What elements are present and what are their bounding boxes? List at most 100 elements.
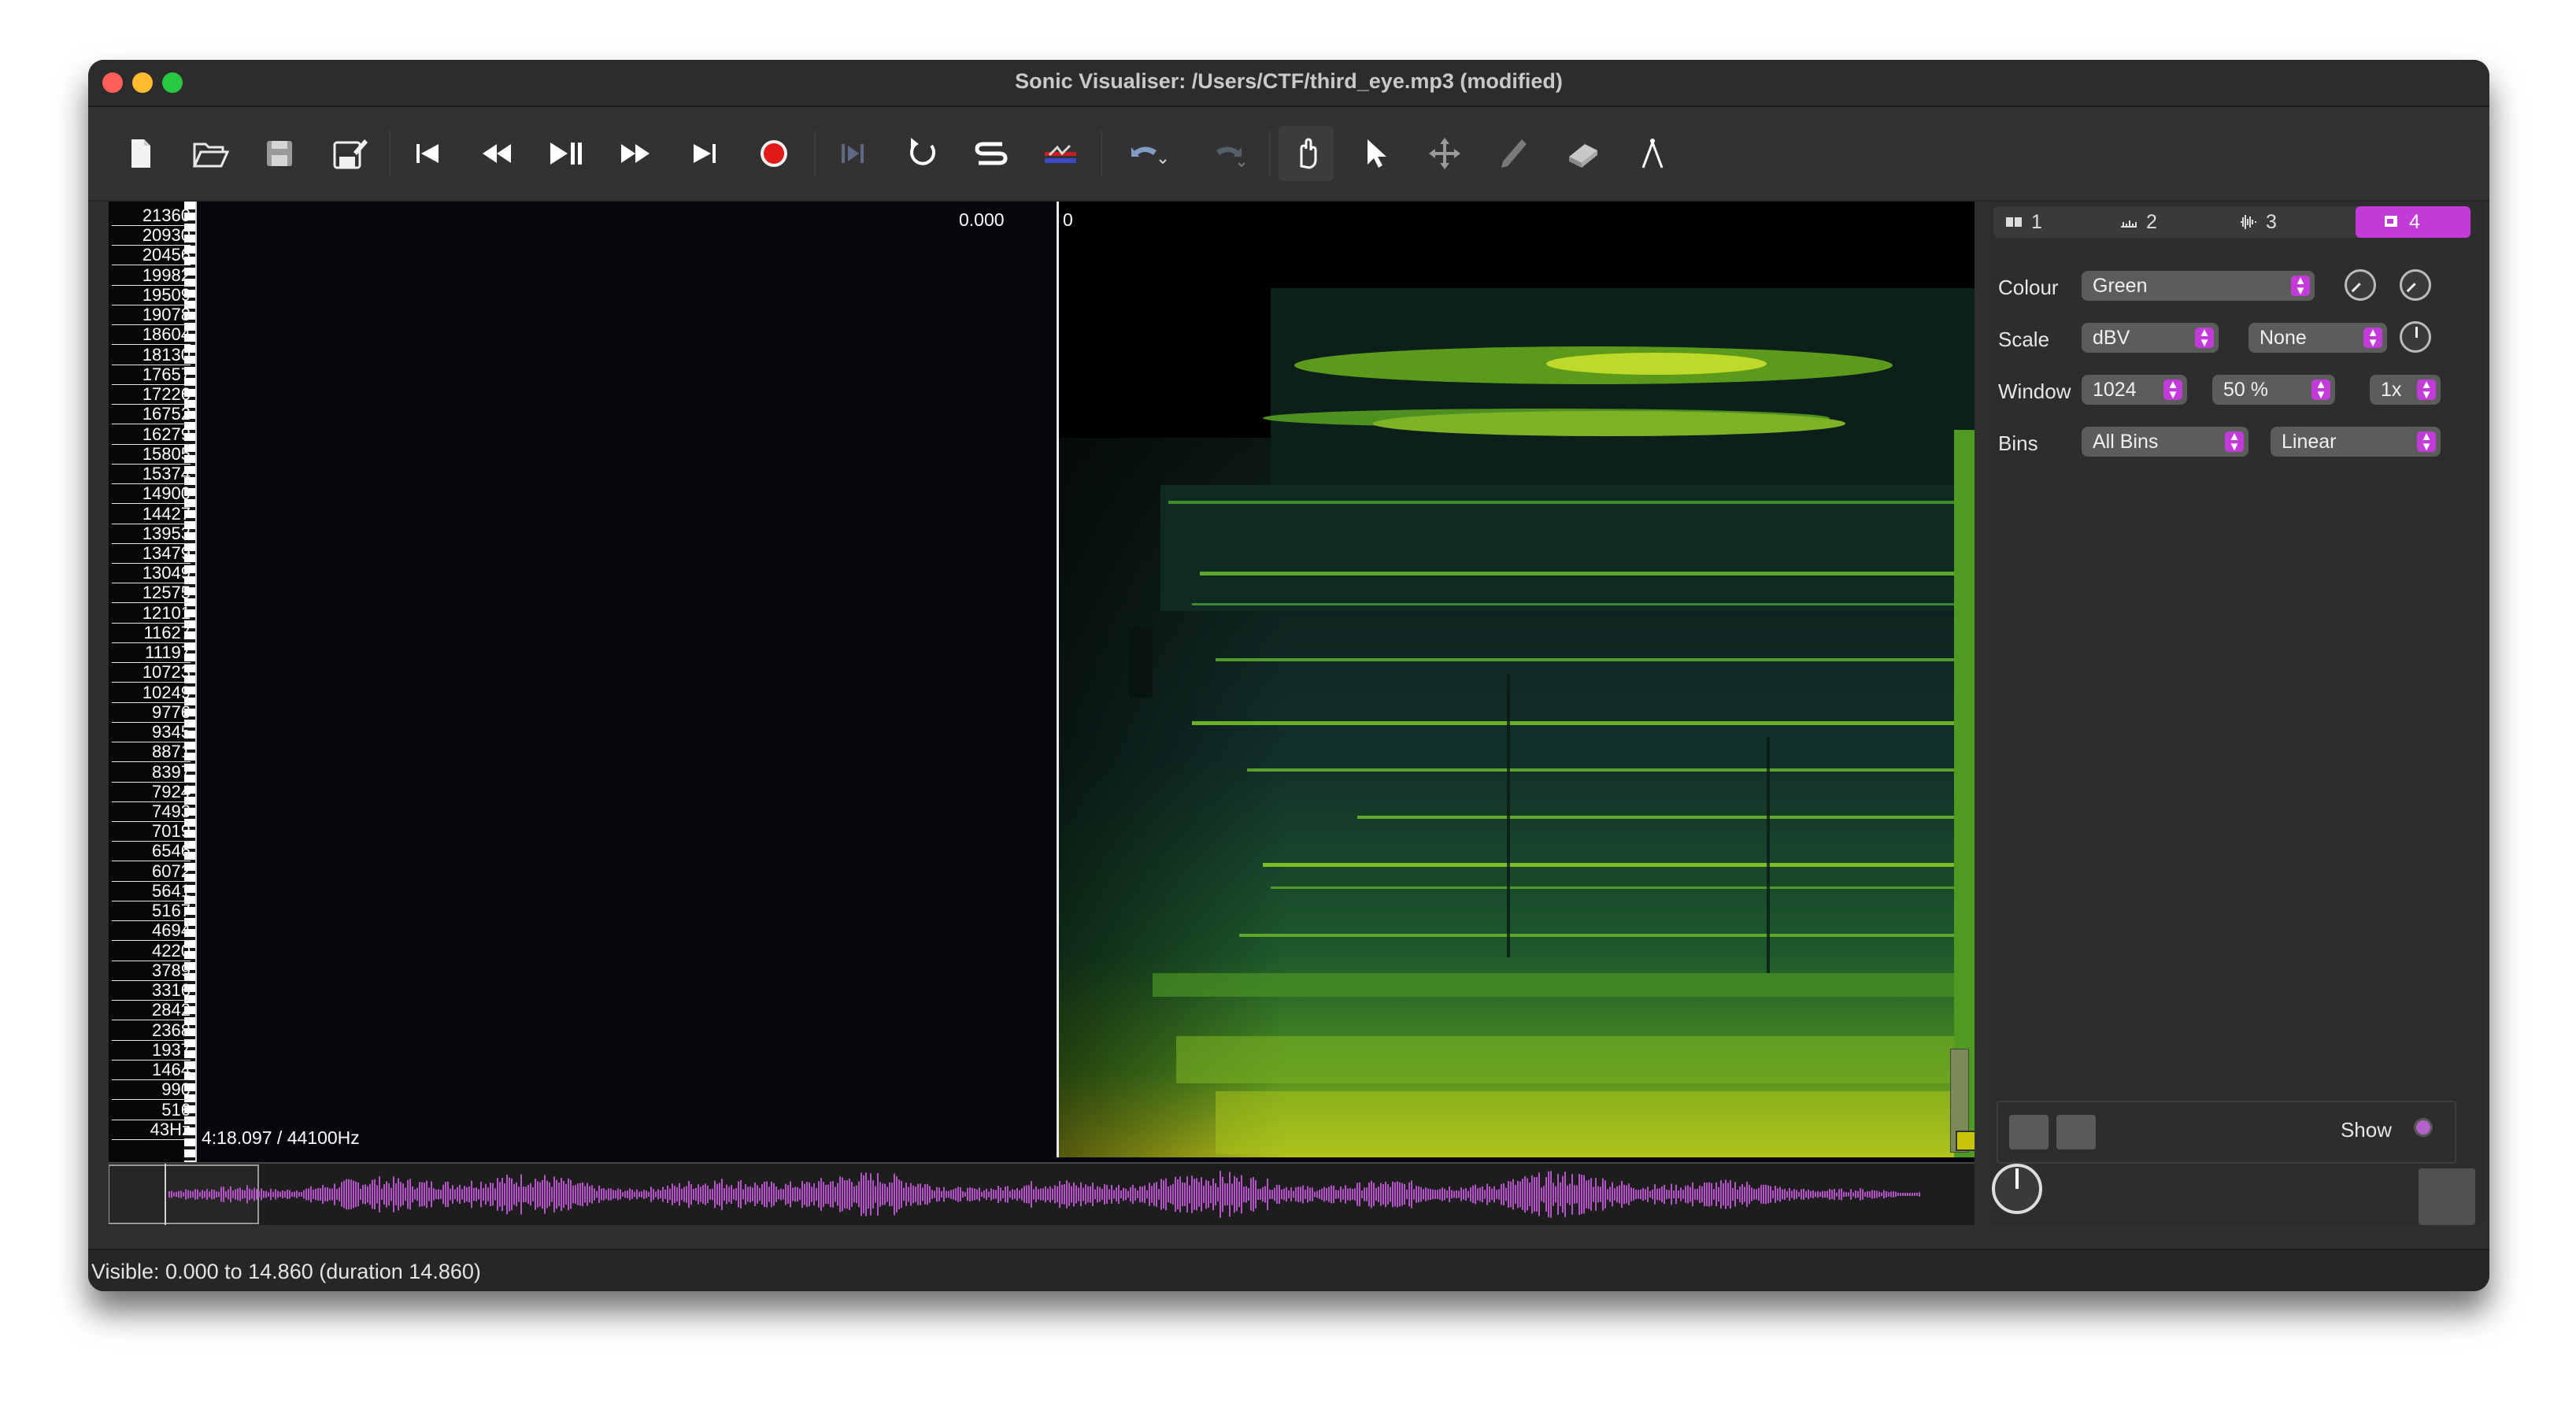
playhead-line[interactable] [1057, 202, 1059, 1157]
skip-to-start-button[interactable] [400, 126, 455, 181]
chevron-updown-icon: ▲ ▼ [2417, 379, 2436, 401]
new-file-icon [131, 139, 150, 168]
maximize-window-button[interactable] [162, 72, 183, 93]
play-selection-button[interactable] [825, 126, 880, 181]
chevron-updown-icon: ▲ ▼ [2291, 275, 2310, 297]
chevron-updown-icon: ▲ ▼ [2417, 431, 2436, 453]
chevron-updown-icon: ▲ ▼ [2363, 327, 2382, 349]
normalization-select[interactable]: None ▲ ▼ [2248, 323, 2387, 353]
close-window-button[interactable] [102, 72, 123, 93]
play-selection-icon [842, 144, 864, 163]
select-tool-button[interactable] [1348, 126, 1403, 181]
undo-button[interactable] [1112, 126, 1183, 181]
loop-button[interactable] [894, 126, 949, 181]
save-icon [267, 141, 292, 166]
master-gain-knob[interactable] [1990, 1162, 2044, 1216]
toolbar-separator [814, 131, 816, 176]
layer-colour-swatch[interactable] [1956, 1131, 1976, 1151]
layer-settings-button[interactable] [2056, 1115, 2096, 1149]
move-icon [1429, 138, 1460, 169]
playhead-time-label: 0.000 [959, 209, 1005, 230]
frequency-tick-label: 18604 [112, 325, 191, 346]
layer-property-panel: 1 2 3 4 Colour Green ▲ ▼ Scale dBV ▲ ▼ [1989, 202, 2485, 1225]
app-window: Sonic Visualiser: /Users/CTF/third_eye.m… [88, 60, 2489, 1291]
frequency-tick-label: 15805 [112, 444, 191, 465]
frequency-tick-label: 6546 [112, 842, 191, 862]
duration-samplerate-label: 4:18.097 / 44100Hz [202, 1127, 360, 1148]
tab-layer-3[interactable]: 3 [2239, 206, 2341, 238]
vertical-zoom-slider[interactable] [1950, 1049, 1969, 1153]
status-bar: Visible: 0.000 to 14.860 (duration 14.86… [88, 1249, 2489, 1291]
chevron-updown-icon: ▲ ▼ [2195, 327, 2214, 349]
show-layer-toggle[interactable] [2414, 1118, 2433, 1137]
record-button[interactable] [746, 126, 801, 181]
frequency-tick-label: 14900 [112, 484, 191, 505]
pane-options-button[interactable] [2419, 1168, 2475, 1225]
frequency-tick-label: 19982 [112, 265, 191, 286]
tab-layer-2[interactable]: 2 [2119, 206, 2222, 238]
open-folder-icon [192, 143, 230, 168]
frequency-tick-label: 18130 [112, 345, 191, 365]
draw-tool-button[interactable] [1486, 126, 1542, 181]
tab-layer-4[interactable]: 4 [2356, 206, 2471, 238]
new-file-button[interactable] [113, 126, 168, 181]
frequency-tick-label: 13953 [112, 524, 191, 544]
spectrogram-icon [2385, 216, 2397, 227]
spectrogram-pane[interactable]: 21360 20930 20456 19982 19509 19078 18604 18130… [109, 202, 1976, 1225]
spectrogram-view[interactable] [1058, 202, 1975, 1157]
knob-icon [1992, 1164, 2042, 1214]
move-tool-button[interactable] [1417, 126, 1472, 181]
piano-keyboard [184, 202, 195, 1223]
colour-select[interactable]: Green ▲ ▼ [2082, 271, 2315, 301]
gain-knob[interactable] [2400, 321, 2431, 353]
frequency-tick-label: 16752 [112, 405, 191, 425]
play-pause-button[interactable] [539, 126, 594, 181]
toolbar-separator [389, 131, 390, 176]
frequency-tick-label: 1937 [112, 1040, 191, 1061]
layer-play-parameters-button[interactable] [2009, 1115, 2049, 1149]
open-file-button[interactable] [183, 126, 238, 181]
frequency-tick-label: 12101 [112, 603, 191, 624]
overview-waveform-image [109, 1164, 1975, 1225]
bins-select[interactable]: All Bins ▲ ▼ [2082, 427, 2248, 457]
skip-to-end-button[interactable] [677, 126, 732, 181]
scale-select[interactable]: dBV ▲ ▼ [2082, 323, 2219, 353]
frequency-tick-label: 15374 [112, 465, 191, 485]
follow-playback-button[interactable] [1033, 126, 1088, 181]
status-text: Visible: 0.000 to 14.860 (duration 14.86… [91, 1260, 481, 1283]
colour-rotation-knob[interactable] [2337, 262, 2383, 308]
frequency-scale-select[interactable]: Linear ▲ ▼ [2271, 427, 2441, 457]
toolbar-separator [1269, 131, 1271, 176]
minimize-window-button[interactable] [132, 72, 153, 93]
save-as-icon [333, 139, 368, 169]
tab-layer-1[interactable]: 1 [2004, 206, 2099, 238]
oversampling-select[interactable]: 1x ▲ ▼ [2370, 375, 2441, 405]
rewind-button[interactable] [469, 126, 524, 181]
measure-tool-button[interactable] [1625, 126, 1680, 181]
fast-forward-button[interactable] [608, 126, 663, 181]
redo-button[interactable] [1190, 126, 1261, 181]
navigate-tool-button[interactable] [1279, 126, 1334, 181]
scale-label: Scale [1998, 328, 2050, 351]
save-file-button[interactable] [252, 126, 307, 181]
frequency-tick-label: 19509 [112, 285, 191, 305]
frequency-tick-label: 3789 [112, 961, 191, 981]
frequency-tick-label: 2842 [112, 1001, 191, 1021]
compass-icon [1641, 139, 1664, 168]
save-as-button[interactable] [321, 126, 376, 181]
frequency-tick-label: 10723 [112, 663, 191, 683]
window-overlap-select[interactable]: 50 % ▲ ▼ [2212, 375, 2335, 405]
overview-waveform[interactable] [109, 1162, 1975, 1225]
title-bar: Sonic Visualiser: /Users/CTF/third_eye.m… [88, 60, 2489, 107]
frequency-tick-label: 4694 [112, 921, 191, 942]
window-size-select[interactable]: 1024 ▲ ▼ [2082, 375, 2187, 405]
chevron-updown-icon: ▲ ▼ [2163, 379, 2182, 401]
skip-to-start-icon [416, 144, 439, 163]
threshold-knob[interactable] [2393, 262, 2438, 308]
frequency-tick-label: 516 [112, 1100, 191, 1120]
erase-tool-button[interactable] [1556, 126, 1611, 181]
toolbar [88, 107, 2489, 202]
frequency-scale: 21360 20930 20456 19982 19509 19078 18604 18130… [109, 202, 197, 1223]
solo-button[interactable] [964, 126, 1019, 181]
play-pause-icon [550, 143, 582, 165]
